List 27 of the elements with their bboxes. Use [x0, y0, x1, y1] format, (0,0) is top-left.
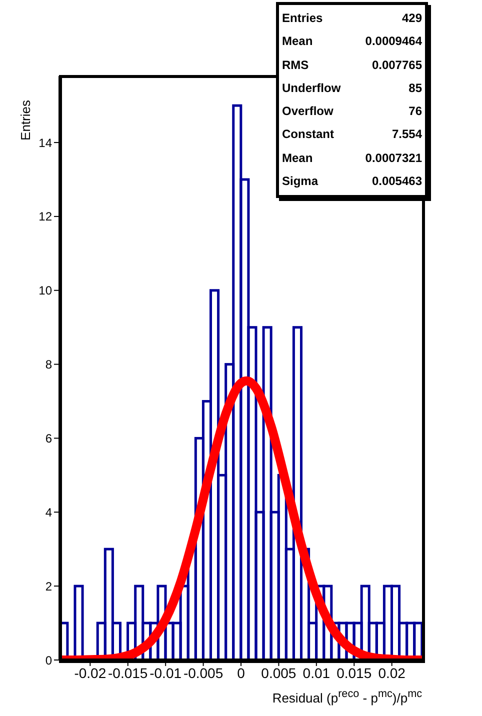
- text: Sigma 0.005463: [282, 174, 422, 188]
- y-tick-label: 12: [38, 210, 52, 224]
- x-tick-label: 0: [237, 664, 246, 681]
- text: RMS 0.007765: [282, 58, 422, 72]
- text: Underflow 85: [282, 80, 422, 95]
- x-tick-label: 0.015: [336, 664, 372, 681]
- text: Mean 0.0007321: [282, 150, 422, 165]
- text: Mean 0.0009464: [282, 34, 422, 48]
- y-tick-label: 2: [45, 579, 52, 594]
- y-tick-label: 0: [45, 653, 52, 668]
- x-tick-label: -0.01: [150, 664, 182, 681]
- x-tick-label: -0.015: [108, 664, 148, 681]
- x-tick-label: 0.02: [378, 664, 406, 681]
- y-axis-title: Entries: [18, 100, 33, 140]
- y-tick-label: 10: [38, 284, 52, 298]
- y-tick-label: 14: [38, 136, 52, 150]
- x-axis-title: Residual (p$^{reco}$ - p$^{mc}$)/p$^{mc}$: [272, 688, 422, 706]
- y-tick-label: 8: [45, 358, 52, 372]
- text: Constant 7.554: [282, 127, 422, 142]
- x-tick-label: -0.005: [183, 664, 224, 681]
- x-tick-label: 0.01: [302, 664, 330, 681]
- x-tick-label: 0.005: [261, 664, 296, 681]
- y-tick-label: 6: [45, 431, 52, 446]
- text: Overflow 76: [282, 104, 422, 118]
- x-tick-label: -0.02: [74, 664, 106, 681]
- text: Entries 429: [282, 11, 422, 25]
- y-tick-label: 4: [45, 505, 52, 520]
